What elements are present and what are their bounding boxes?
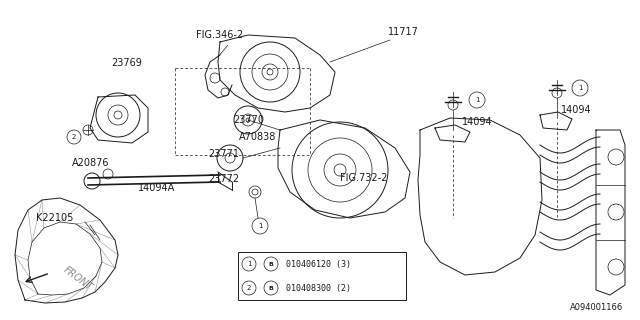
Circle shape — [242, 281, 256, 295]
Text: FRONT: FRONT — [62, 265, 95, 293]
Circle shape — [252, 218, 268, 234]
Bar — [238, 252, 406, 300]
Text: 1: 1 — [475, 97, 479, 103]
Text: A20876: A20876 — [72, 158, 109, 168]
Text: 14094: 14094 — [462, 117, 493, 127]
Text: 23771: 23771 — [208, 149, 239, 159]
Text: FIG.732-2: FIG.732-2 — [340, 173, 387, 183]
Text: 1: 1 — [258, 223, 262, 229]
Text: A70838: A70838 — [239, 132, 276, 142]
Text: 1: 1 — [247, 261, 252, 267]
Text: 23772: 23772 — [208, 174, 239, 184]
Text: 23769: 23769 — [111, 58, 142, 68]
Text: 010408300 (2): 010408300 (2) — [286, 284, 351, 292]
Circle shape — [572, 80, 588, 96]
Text: FIG.346-2: FIG.346-2 — [196, 30, 243, 40]
Text: 2: 2 — [72, 134, 76, 140]
Text: 23770: 23770 — [233, 115, 264, 125]
Text: 14094: 14094 — [561, 105, 591, 115]
Text: K22105: K22105 — [36, 213, 74, 223]
Text: B: B — [269, 285, 273, 291]
Circle shape — [67, 130, 81, 144]
Text: A094001166: A094001166 — [570, 303, 623, 313]
Circle shape — [242, 257, 256, 271]
Text: 14094A: 14094A — [138, 183, 175, 193]
Circle shape — [264, 281, 278, 295]
Circle shape — [469, 92, 485, 108]
Text: 2: 2 — [247, 285, 251, 291]
Text: B: B — [269, 261, 273, 267]
Circle shape — [264, 257, 278, 271]
Text: 010406120 (3): 010406120 (3) — [286, 260, 351, 268]
Text: 1: 1 — [578, 85, 582, 91]
Text: 11717: 11717 — [388, 27, 419, 37]
